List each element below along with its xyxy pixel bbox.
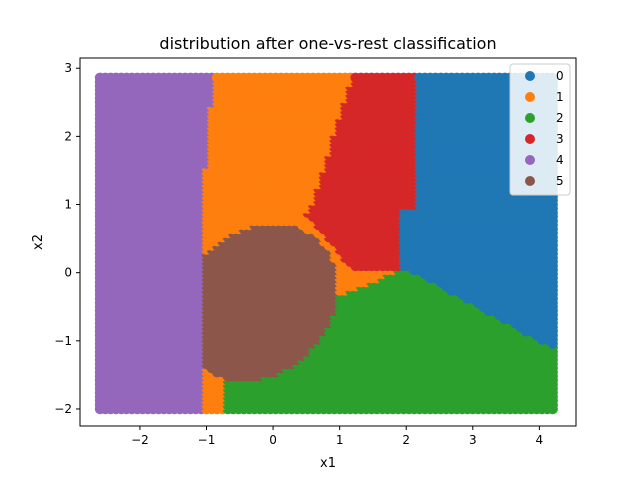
chart-title: distribution after one-vs-rest classific…	[159, 34, 496, 53]
scatter-points	[94, 72, 558, 415]
